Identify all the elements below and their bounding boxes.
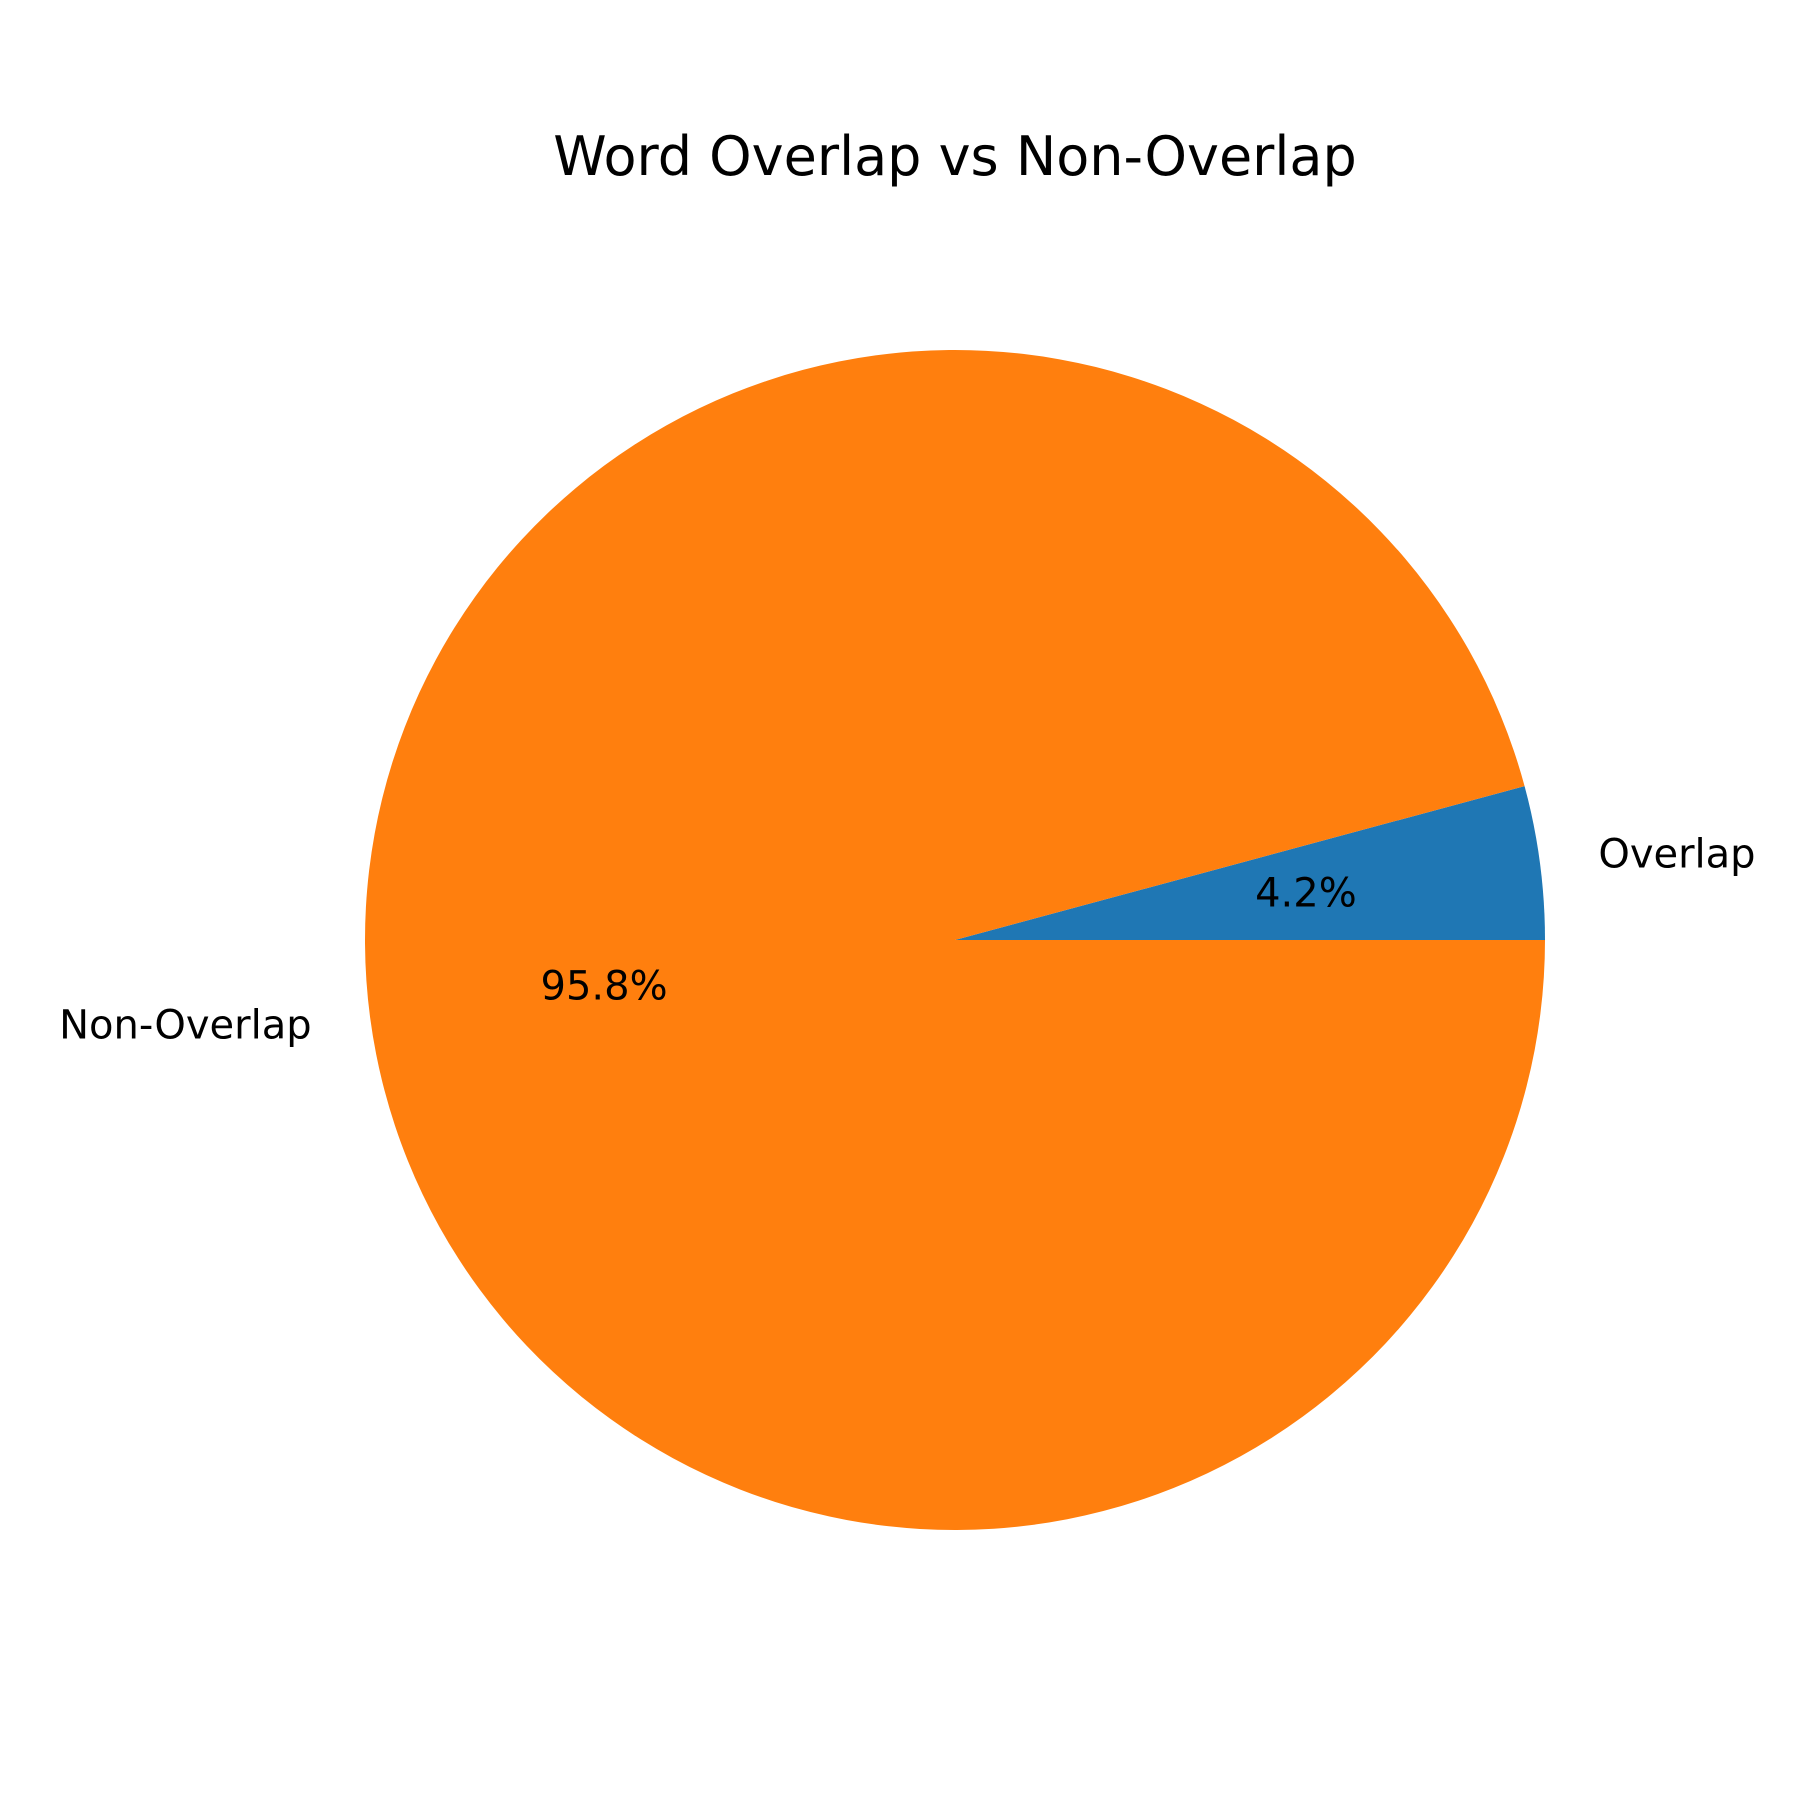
pie-group: Overlap 4.2% Non-Overlap 95.8% [59, 350, 1756, 1531]
pie-slice-non-overlap [364, 350, 1545, 1531]
pct-label-non-overlap: 95.8% [541, 964, 668, 1010]
slice-label-overlap: Overlap [1598, 832, 1755, 878]
chart-title: Word Overlap vs Non-Overlap [553, 125, 1357, 188]
pie-slice-overlap [955, 786, 1545, 940]
slice-label-non-overlap: Non-Overlap [59, 1002, 312, 1048]
pct-label-overlap: 4.2% [1255, 870, 1357, 916]
